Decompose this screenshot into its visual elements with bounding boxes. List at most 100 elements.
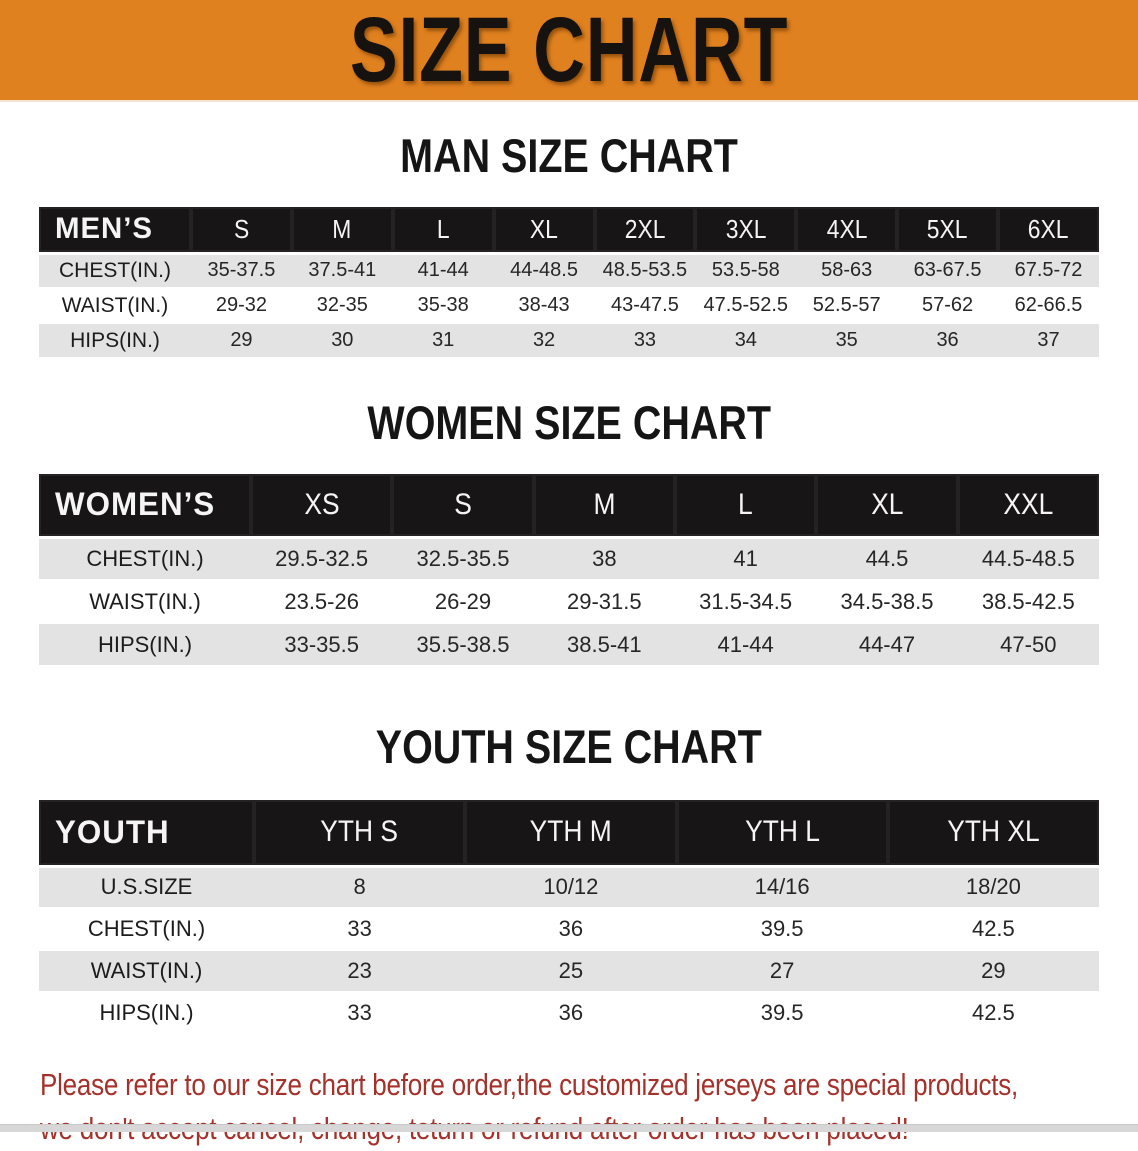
column-header: YTH M <box>465 800 677 868</box>
column-header-text: XL <box>870 487 904 521</box>
column-header: M <box>291 207 393 255</box>
size-cell: 38.5-41 <box>533 622 675 667</box>
size-cell: 33-35.5 <box>251 622 393 667</box>
size-cell: 42.5 <box>887 991 1099 1035</box>
size-cell: 18/20 <box>887 865 1099 909</box>
column-header-text: M <box>332 213 352 244</box>
column-header: L <box>392 207 494 255</box>
size-cell: 27 <box>676 949 888 993</box>
group-label-text: YOUTH <box>55 813 170 850</box>
size-cell: 37 <box>998 322 1099 359</box>
column-header-text: L <box>436 213 450 244</box>
table-row: U.S.SIZE 8 10/12 14/16 18/20 <box>39 865 1099 909</box>
row-label: WAIST(IN.) <box>39 287 191 324</box>
size-cell: 41-44 <box>392 252 494 289</box>
column-header-text: S <box>454 487 472 521</box>
column-header-text: M <box>593 487 616 521</box>
size-cell: 62-66.5 <box>998 287 1099 324</box>
column-header: S <box>191 207 292 255</box>
size-cell: 25 <box>465 949 677 993</box>
table-row: WAIST(IN.) 29-32 32-35 35-38 38-43 43-47.5 47.… <box>39 287 1099 324</box>
size-cell: 38.5-42.5 <box>957 579 1099 624</box>
column-header: S <box>392 474 534 539</box>
size-cell: 38-43 <box>493 287 595 324</box>
column-header-text: 5XL <box>927 213 968 244</box>
size-cell: 32-35 <box>291 287 393 324</box>
size-cell: 32 <box>493 322 595 359</box>
group-label: WOMEN’S <box>39 474 251 539</box>
column-header: M <box>533 474 675 539</box>
column-header: XXL <box>957 474 1099 539</box>
size-cell: 57-62 <box>897 287 998 324</box>
row-label: U.S.SIZE <box>39 865 254 909</box>
size-cell: 58-63 <box>796 252 898 289</box>
row-label: HIPS(IN.) <box>39 622 251 667</box>
column-header: YTH S <box>254 800 466 868</box>
size-cell: 44-47 <box>816 622 958 667</box>
column-header: 5XL <box>897 207 998 255</box>
size-cell: 31 <box>392 322 494 359</box>
size-cell: 36 <box>897 322 998 359</box>
size-cell: 43-47.5 <box>594 287 696 324</box>
size-cell: 29 <box>887 949 1099 993</box>
column-header: 4XL <box>796 207 898 255</box>
column-header: 6XL <box>998 207 1099 255</box>
size-cell: 41 <box>674 536 817 581</box>
size-cell: 44.5-48.5 <box>957 536 1099 581</box>
column-header-text: YTH L <box>744 815 820 849</box>
header-row: WOMEN’S XS S M L XL XXL <box>39 474 1099 539</box>
size-cell: 35-37.5 <box>191 252 292 289</box>
row-label: HIPS(IN.) <box>39 991 254 1035</box>
size-table-youth: YOUTH YTH S YTH M YTH L YTH XL U.S.SIZE 8 10/12… <box>39 800 1099 1035</box>
group-label-text: MEN’S <box>55 212 154 246</box>
column-header: 3XL <box>695 207 797 255</box>
size-cell: 34.5-38.5 <box>816 579 958 624</box>
section-title-mens: MAN SIZE CHART <box>0 102 1138 207</box>
size-cell: 37.5-41 <box>291 252 393 289</box>
column-header-text: YTH M <box>529 815 612 849</box>
column-header-text: L <box>738 487 753 521</box>
column-header-text: XL <box>530 213 559 244</box>
size-cell: 32.5-35.5 <box>392 536 534 581</box>
size-cell: 33 <box>254 907 466 951</box>
size-cell: 10/12 <box>465 865 677 909</box>
column-header-text: YTH S <box>320 815 399 849</box>
size-cell: 38 <box>533 536 675 581</box>
size-cell: 39.5 <box>676 991 888 1035</box>
size-cell: 8 <box>254 865 466 909</box>
table-row: CHEST(IN.) 35-37.5 37.5-41 41-44 44-48.5 48.5… <box>39 252 1099 289</box>
column-header-text: XXL <box>1003 487 1054 521</box>
size-cell: 34 <box>695 322 797 359</box>
row-label: CHEST(IN.) <box>39 907 254 951</box>
bottom-border-strip <box>0 1124 1138 1132</box>
table-row: HIPS(IN.) 33 36 39.5 42.5 <box>39 991 1099 1035</box>
table-row: HIPS(IN.) 33-35.5 35.5-38.5 38.5-41 41-44 44-… <box>39 622 1099 667</box>
row-label: CHEST(IN.) <box>39 252 191 289</box>
size-cell: 47.5-52.5 <box>695 287 797 324</box>
column-header-text: S <box>233 213 250 244</box>
section-title-text: YOUTH SIZE CHART <box>375 720 763 773</box>
column-header: XL <box>816 474 958 539</box>
column-header: XS <box>251 474 393 539</box>
table-row: CHEST(IN.) 33 36 39.5 42.5 <box>39 907 1099 951</box>
size-chart-banner: SIZE CHART <box>0 0 1138 102</box>
table-row: WAIST(IN.) 23.5-26 26-29 29-31.5 31.5-34.5 34… <box>39 579 1099 624</box>
row-label: HIPS(IN.) <box>39 322 191 359</box>
size-cell: 41-44 <box>674 622 817 667</box>
column-header-text: 4XL <box>826 213 868 244</box>
size-cell: 26-29 <box>392 579 534 624</box>
disclaimer-line-1: Please refer to our size chart before or… <box>40 1067 1018 1102</box>
size-cell: 48.5-53.5 <box>594 252 696 289</box>
size-cell: 67.5-72 <box>998 252 1099 289</box>
size-cell: 31.5-34.5 <box>674 579 817 624</box>
group-label: MEN’S <box>39 207 191 255</box>
section-mens: MAN SIZE CHART MEN’S S M L XL 2XL 3XL 4XL 5XL 6XL C… <box>0 102 1138 359</box>
column-header-text: YTH XL <box>947 815 1040 849</box>
row-label: CHEST(IN.) <box>39 536 251 581</box>
size-cell: 35-38 <box>392 287 494 324</box>
size-cell: 35.5-38.5 <box>392 622 534 667</box>
size-cell: 29.5-32.5 <box>251 536 393 581</box>
size-cell: 47-50 <box>957 622 1099 667</box>
size-chart-sections: MAN SIZE CHART MEN’S S M L XL 2XL 3XL 4XL 5XL 6XL C… <box>0 102 1138 1035</box>
size-cell: 39.5 <box>676 907 888 951</box>
